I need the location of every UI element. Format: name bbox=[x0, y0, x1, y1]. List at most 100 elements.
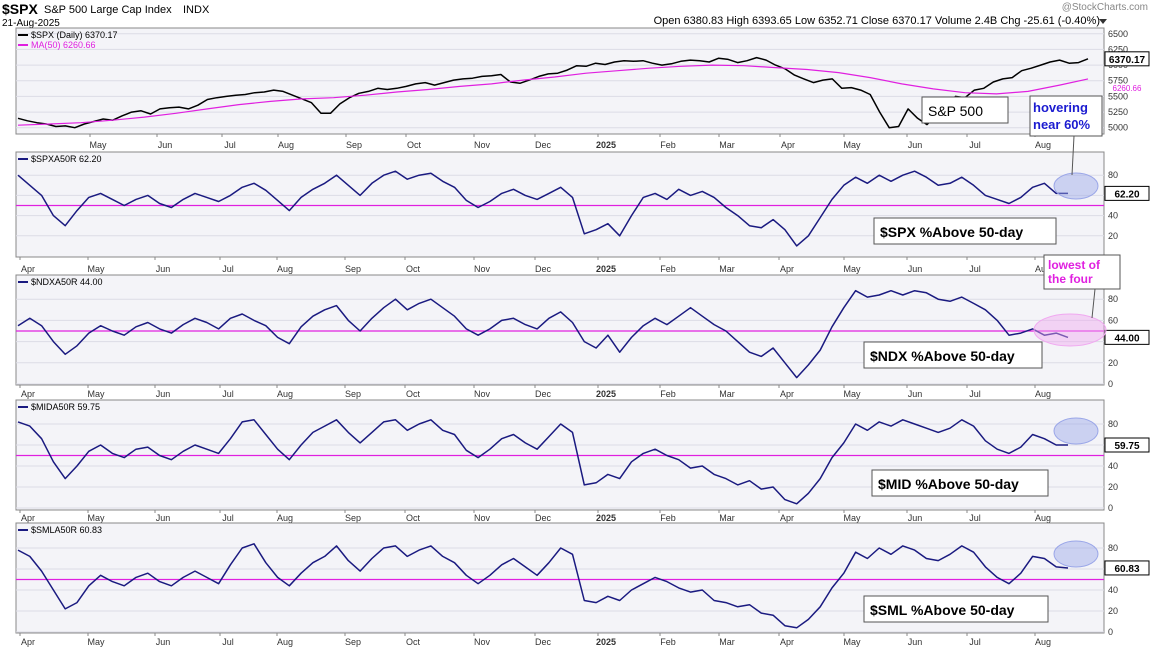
highlight-ndx bbox=[1033, 313, 1107, 347]
x-tick-label: May bbox=[89, 140, 107, 150]
watermark: @StockCharts.com bbox=[1062, 2, 1148, 13]
series-line-0 bbox=[17, 419, 1068, 505]
y-tick-label: 20 bbox=[1108, 482, 1118, 492]
last-value-label: 62.20 bbox=[1114, 189, 1139, 200]
x-tick-label: Sep bbox=[345, 264, 361, 274]
x-tick-label: Apr bbox=[21, 264, 35, 274]
x-tick-label: Jul bbox=[224, 140, 236, 150]
x-tick-label: Jul bbox=[969, 140, 981, 150]
x-tick-label: May bbox=[843, 513, 861, 523]
highlight-sml bbox=[1053, 540, 1099, 568]
x-tick-label: Nov bbox=[474, 637, 491, 647]
x-tick-label: Aug bbox=[1035, 513, 1051, 523]
x-tick-label: Aug bbox=[277, 637, 293, 647]
x-tick-label: Feb bbox=[660, 637, 676, 647]
y-tick-label: 5750 bbox=[1108, 76, 1128, 86]
x-tick-label: Oct bbox=[406, 264, 421, 274]
x-tick-label: Jun bbox=[908, 140, 923, 150]
annotation-lowest: lowest of the four bbox=[1043, 254, 1121, 290]
y-tick-label: 20 bbox=[1108, 231, 1118, 241]
annotation-spx-panel-text: $SPX %Above 50-day bbox=[880, 224, 1023, 240]
legend-label: $MIDA50R 59.75 bbox=[31, 402, 100, 412]
x-tick-label: Jul bbox=[222, 389, 234, 399]
x-tick-label: Dec bbox=[535, 637, 552, 647]
y-tick-label: 5000 bbox=[1108, 123, 1128, 133]
x-tick-label: Aug bbox=[1035, 637, 1051, 647]
header-exchange: INDX bbox=[183, 4, 210, 16]
y-tick-label: 40 bbox=[1108, 211, 1118, 221]
series-line-0 bbox=[17, 543, 1069, 629]
x-tick-label: Aug bbox=[277, 513, 293, 523]
x-tick-label: 2025 bbox=[596, 637, 616, 647]
legend-label: $SPX (Daily) 6370.17 bbox=[31, 30, 118, 40]
annotation-lowest-text: lowest of the four bbox=[1048, 258, 1101, 286]
x-tick-label: Apr bbox=[21, 513, 35, 523]
y-tick-label: 0 bbox=[1108, 503, 1113, 513]
panel-4: 020406080AprMayJunJulAugSepOctNovDec2025… bbox=[15, 522, 1150, 647]
x-tick-label: Nov bbox=[474, 140, 491, 150]
x-tick-label: Mar bbox=[719, 140, 735, 150]
x-tick-label: Jun bbox=[908, 637, 923, 647]
series-line-0 bbox=[17, 56, 1089, 129]
x-tick-label: 2025 bbox=[596, 513, 616, 523]
annotation-line-1: hovering bbox=[1033, 100, 1088, 115]
header-ohlc: Open 6380.83 High 6393.65 Low 6352.71 Cl… bbox=[654, 15, 1100, 27]
x-tick-label: Apr bbox=[781, 140, 795, 150]
ma-value-label: 6260.66 bbox=[1113, 84, 1142, 93]
annotation-hovering: hovering near 60% bbox=[1029, 95, 1103, 137]
last-value-box bbox=[1104, 51, 1150, 67]
connector-hovering bbox=[1071, 135, 1075, 176]
legend-label: $NDXA50R 44.00 bbox=[31, 277, 103, 287]
x-tick-label: Jun bbox=[156, 264, 171, 274]
annotation-line-2: the four bbox=[1048, 272, 1093, 286]
x-tick-label: Jul bbox=[222, 264, 234, 274]
y-tick-label: 80 bbox=[1108, 543, 1118, 553]
y-tick-label: 0 bbox=[1108, 627, 1113, 637]
x-tick-label: Oct bbox=[406, 637, 421, 647]
annotation-sp500: S&P 500 bbox=[921, 96, 1009, 124]
y-tick-label: 6250 bbox=[1108, 44, 1128, 54]
last-value-label: 60.83 bbox=[1114, 564, 1139, 575]
x-tick-label: Jun bbox=[156, 389, 171, 399]
x-tick-label: Mar bbox=[719, 264, 735, 274]
x-tick-label: Jun bbox=[156, 513, 171, 523]
y-tick-label: 0 bbox=[1108, 379, 1113, 389]
x-tick-label: Jun bbox=[908, 513, 923, 523]
x-tick-label: Apr bbox=[780, 389, 794, 399]
annotation-sp500-text: S&P 500 bbox=[928, 103, 983, 119]
dropdown-icon[interactable] bbox=[1099, 19, 1107, 24]
panel-0: 5000525055005750600062506500MayJunJulAug… bbox=[15, 27, 1150, 150]
x-tick-label: Apr bbox=[780, 637, 794, 647]
series-line-0 bbox=[17, 289, 1069, 379]
y-tick-label: 20 bbox=[1108, 606, 1118, 616]
x-tick-label: Jul bbox=[222, 637, 234, 647]
last-value-box bbox=[1104, 329, 1150, 345]
x-tick-label: May bbox=[843, 637, 861, 647]
highlight-mid bbox=[1053, 417, 1099, 445]
last-value-label: 6370.17 bbox=[1109, 55, 1146, 66]
highlight-spx bbox=[1053, 172, 1099, 200]
last-value-box bbox=[1104, 437, 1150, 453]
y-tick-label: 40 bbox=[1108, 585, 1118, 595]
header-date: 21-Aug-2025 bbox=[2, 18, 60, 29]
header-symbol: $SPX bbox=[2, 1, 38, 17]
y-tick-label: 40 bbox=[1108, 461, 1118, 471]
x-tick-label: Aug bbox=[277, 264, 293, 274]
x-tick-label: Feb bbox=[660, 264, 676, 274]
annotation-line-1: lowest of bbox=[1048, 258, 1101, 272]
x-tick-label: May bbox=[843, 389, 861, 399]
connector-lowest bbox=[1091, 288, 1096, 319]
x-tick-label: Sep bbox=[345, 389, 361, 399]
series-line-1 bbox=[17, 64, 1089, 126]
x-tick-label: Jul bbox=[222, 513, 234, 523]
x-tick-label: Dec bbox=[535, 264, 552, 274]
y-tick-label: 60 bbox=[1108, 315, 1118, 325]
last-value-box bbox=[1104, 185, 1150, 201]
annotation-spx-panel: $SPX %Above 50-day bbox=[873, 217, 1057, 245]
panel-1: 20406080AprMayJunJulAugSepOctNovDec2025F… bbox=[15, 151, 1150, 274]
x-tick-label: Dec bbox=[535, 513, 552, 523]
panels-group: 5000 5250 5500 5750 60 0 0 6250 6500 May Jun Jul Aug… bbox=[15, 27, 1150, 647]
x-tick-label: Aug bbox=[278, 140, 294, 150]
